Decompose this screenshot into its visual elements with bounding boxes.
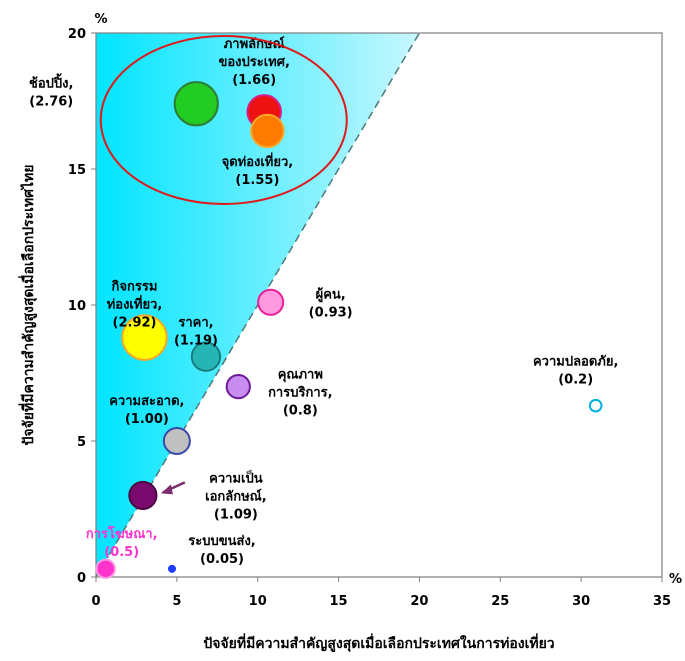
highlight-ellipse <box>99 35 348 206</box>
bubble-label: คุณภาพการบริการ, (0.8) <box>268 368 332 419</box>
bubble-label: ผู้คน, (0.93) <box>309 286 353 320</box>
bubble-label: ราคา, (1.19) <box>174 316 218 349</box>
pointer-arrowhead <box>160 484 173 495</box>
bubble-label-line: (0.05) <box>200 552 244 567</box>
x-axis-title: ปัจจัยที่มีความสำคัญสูงสุดเมื่อเลือกประเ… <box>203 633 554 652</box>
bubble-label: ความสะอาด, (1.00) <box>109 394 184 427</box>
bubble <box>95 558 116 580</box>
x-tick-label: 20 <box>410 594 428 609</box>
bubble <box>225 373 251 400</box>
x-tick-label: 15 <box>330 594 348 609</box>
y-tick-label: 5 <box>77 435 86 450</box>
y-tick-label: 20 <box>68 27 86 42</box>
bubble-label-line: (1.66) <box>232 73 276 88</box>
bubble-label-line: การบริการ, <box>268 386 332 401</box>
bubble-label-line: ท่องเที่ยว, <box>107 295 163 313</box>
bubble <box>588 398 603 413</box>
bubble-label-line: คุณภาพ <box>278 368 323 383</box>
bubble <box>190 341 222 372</box>
bubble <box>162 427 191 455</box>
y-tick-label: 15 <box>68 163 86 178</box>
y-axis-title: ปัจจัยที่มีความสำคัญสูงสุดเมื่อเลือกประเ… <box>18 165 37 446</box>
bubble-label-line: ผู้คน, <box>316 286 346 302</box>
bubble-label-line: ความปลอดภัย, <box>533 355 618 370</box>
data-labels: ช้อปปิ้ง, (2.76) ภาพลักษณ์ของประเทศ, (1.66)… <box>29 35 618 567</box>
bubble-label-line: เอกลักษณ์, <box>205 488 267 504</box>
bubble-label-line: (2.92) <box>113 316 157 331</box>
bubble-label-line: (1.00) <box>125 412 169 427</box>
x-tick-label: 10 <box>249 594 267 609</box>
bubble-label: ภาพลักษณ์ของประเทศ, (1.66) <box>218 36 289 88</box>
bubble-label: ระบบขนส่ง, (0.05) <box>188 534 255 567</box>
chart-marks <box>95 81 603 580</box>
bubble <box>173 81 219 127</box>
x-tick-label: 0 <box>91 594 100 609</box>
bubble-label-line: ช้อปปิ้ง, <box>29 73 73 92</box>
bubble-label-line: ราคา, <box>178 316 213 331</box>
bubble-label-line: ภาพลักษณ์ <box>224 36 285 52</box>
axes: 0 5 10 15 20 25 30 35 0 5 10 15 20 <box>68 27 671 609</box>
bubble-label-line: (0.93) <box>309 305 353 320</box>
y-unit-label: % <box>94 12 107 27</box>
bubble-label-line: ของประเทศ, <box>218 55 289 70</box>
bubble <box>250 113 285 149</box>
bubble <box>168 564 177 573</box>
x-tick-label: 30 <box>572 594 590 609</box>
bubble-label-line: (2.76) <box>29 95 73 110</box>
bubble-label-line: (0.8) <box>283 404 318 419</box>
bubble-label: ความปลอดภัย, (0.2) <box>533 355 618 388</box>
bubble-label: จุดท่องเที่ยว, (1.55) <box>222 152 294 188</box>
bubble-label-line: กิจกรรม <box>111 280 157 295</box>
x-tick-label: 5 <box>172 594 181 609</box>
bubble-label-line: (1.55) <box>235 173 279 188</box>
bubble-label: การโฆษณา, (0.5) <box>86 525 158 560</box>
bubble-label-line: การโฆษณา, <box>86 525 158 542</box>
bubble-label-line: (0.2) <box>558 373 593 388</box>
bubble <box>121 314 168 361</box>
bubble <box>257 288 285 316</box>
bubble-label-line: จุดท่องเที่ยว, <box>222 152 294 170</box>
bubble-label-line: ความสะอาด, <box>109 394 184 409</box>
bubble-label: ช้อปปิ้ง, (2.76) <box>29 73 73 110</box>
bubble-label: ความเป็นเอกลักษณ์, (1.09) <box>205 468 267 522</box>
y-tick-label: 10 <box>68 299 86 314</box>
bubble-label: กิจกรรมท่องเที่ยว, (2.92) <box>107 280 163 331</box>
x-tick-label: 35 <box>653 594 671 609</box>
bubble-label-line: (1.09) <box>214 507 258 522</box>
bubble-label-line: (1.19) <box>174 334 218 349</box>
bubble-label-line: (0.5) <box>104 545 139 560</box>
x-unit-label: % <box>669 572 682 587</box>
bubble <box>128 480 158 510</box>
x-tick-label: 25 <box>491 594 509 609</box>
bubble-label-line: ระบบขนส่ง, <box>188 534 255 549</box>
bubble-label-line: ความเป็น <box>209 468 263 486</box>
y-tick-label: 0 <box>77 571 86 586</box>
